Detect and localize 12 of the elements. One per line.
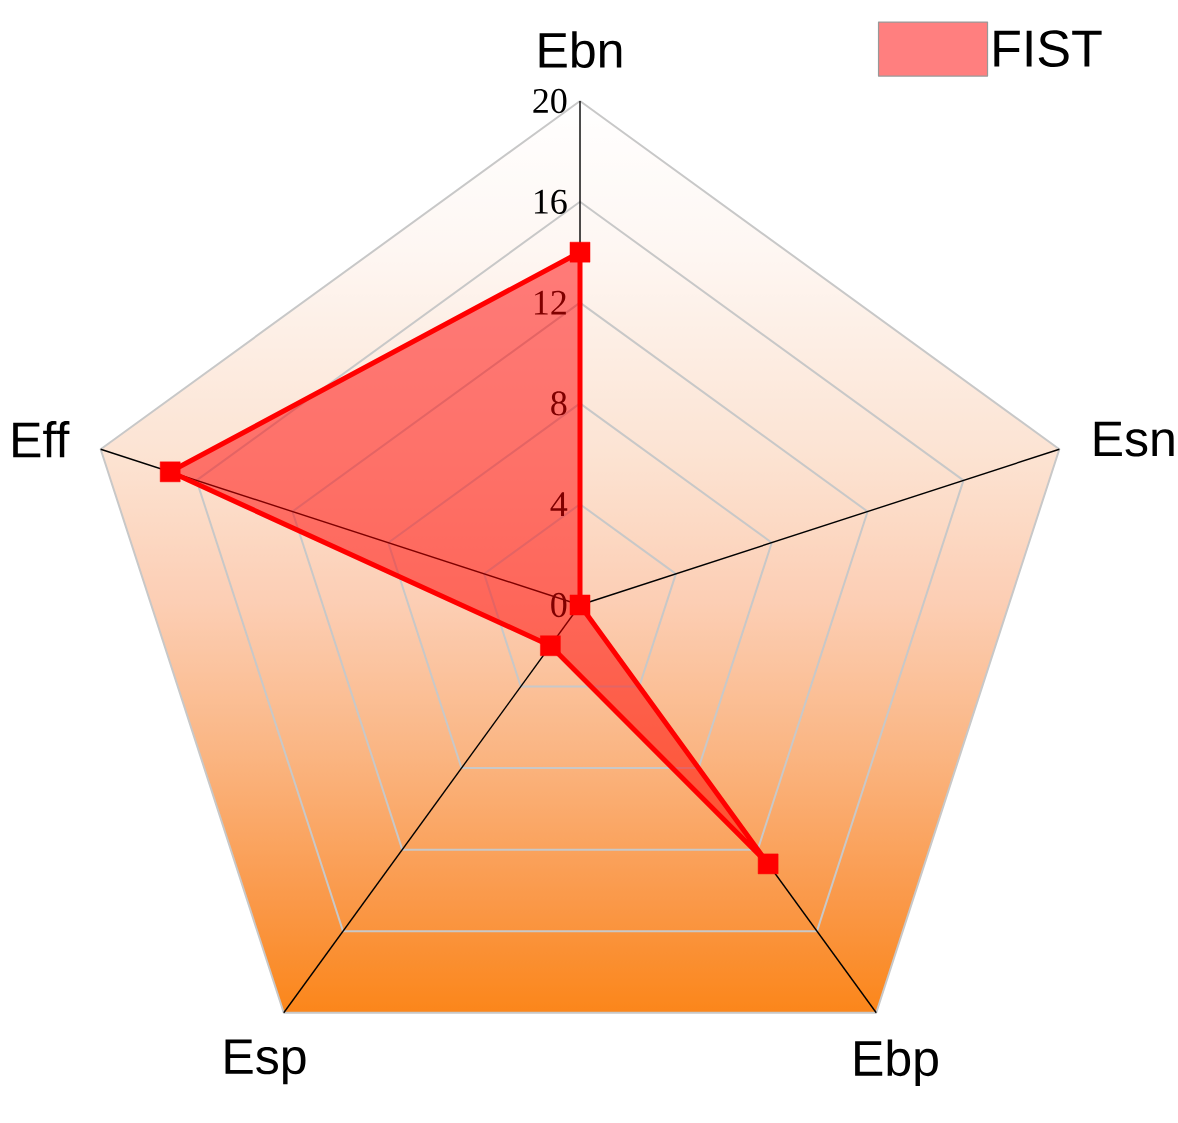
legend-label: FIST — [994, 30, 1102, 68]
spoke-label: Eff — [13, 421, 70, 458]
spoke-label: Esp — [225, 1039, 306, 1085]
y-tick-label: 0 — [551, 592, 567, 618]
spoke-label: Esn — [1094, 421, 1174, 457]
y-tick-label: 20 — [533, 88, 567, 114]
y-tick-label: 8 — [551, 391, 567, 416]
spoke-label: Ebp — [855, 1039, 938, 1087]
y-tick-label: 12 — [534, 290, 566, 315]
y-tick-label: 4 — [550, 492, 568, 517]
y-tick-label: 16 — [534, 189, 567, 214]
spoke-label: Ebn — [539, 31, 622, 69]
